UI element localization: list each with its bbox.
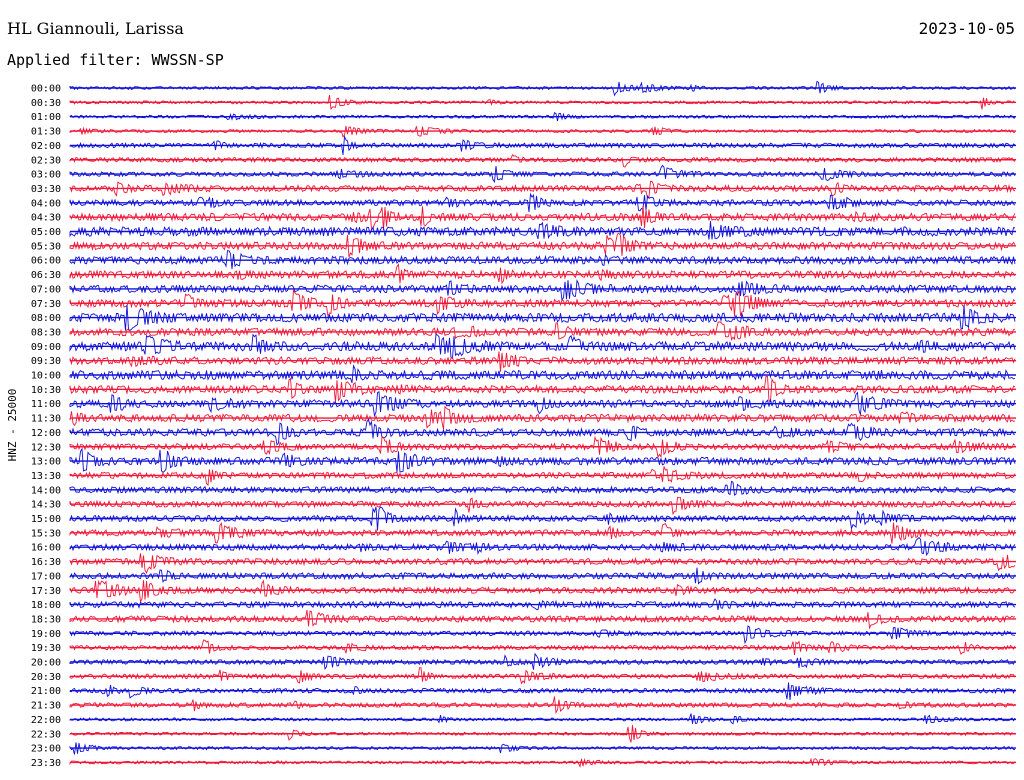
seismic-trace-row <box>69 232 1016 258</box>
seismic-trace-row <box>69 536 1016 557</box>
row-time-label: 02:00 <box>31 141 61 152</box>
row-time-label: 18:00 <box>31 600 61 611</box>
row-time-label: 09:30 <box>31 356 61 367</box>
row-time-label: 18:30 <box>31 614 61 625</box>
row-time-label: 01:30 <box>31 127 61 138</box>
seismic-trace-row <box>69 390 1016 418</box>
row-time-label: 23:30 <box>31 758 61 769</box>
seismic-trace-row <box>69 279 1016 302</box>
row-time-label: 04:00 <box>31 198 61 209</box>
seismic-trace-row <box>69 221 1016 240</box>
row-time-label: 03:00 <box>31 170 61 181</box>
seismic-trace-row <box>69 480 1016 496</box>
trace-group <box>69 80 1016 768</box>
row-time-label: 23:00 <box>31 744 61 755</box>
row-time-label: 20:30 <box>31 672 61 683</box>
row-time-label: 13:30 <box>31 471 61 482</box>
row-label-group: 00:00 00:30 01:00 01:30 02:00 02:30 03:00 03:30… <box>31 84 61 769</box>
row-time-label: 10:30 <box>31 385 61 396</box>
seismic-trace-row <box>69 192 1016 213</box>
seismic-trace-row <box>69 682 1016 700</box>
seismic-trace-row <box>69 553 1016 575</box>
seismic-trace-row <box>69 496 1016 516</box>
seismic-trace-row <box>69 696 1016 714</box>
row-time-label: 13:00 <box>31 457 61 468</box>
seismic-trace-row <box>69 351 1016 372</box>
seismic-trace-row <box>69 742 1016 755</box>
seismic-trace-row <box>69 333 1016 360</box>
row-time-label: 01:00 <box>31 112 61 123</box>
row-time-label: 17:00 <box>31 571 61 582</box>
row-time-label: 06:00 <box>31 256 61 267</box>
row-time-label: 12:30 <box>31 442 61 453</box>
row-time-label: 11:30 <box>31 414 61 425</box>
seismic-trace-row <box>69 154 1016 168</box>
seismic-trace-row <box>69 321 1016 342</box>
row-time-label: 08:30 <box>31 327 61 338</box>
row-time-label: 19:30 <box>31 643 61 654</box>
row-time-label: 15:30 <box>31 528 61 539</box>
row-time-label: 17:30 <box>31 586 61 597</box>
seismic-trace-row <box>69 667 1016 685</box>
seismic-trace-row <box>69 250 1016 270</box>
station-title: HL Giannouli, Larissa <box>7 19 184 38</box>
row-time-label: 14:30 <box>31 500 61 511</box>
row-time-label: 16:30 <box>31 557 61 568</box>
row-time-label: 22:30 <box>31 729 61 740</box>
row-time-label: 06:30 <box>31 270 61 281</box>
plot-date: 2023-10-05 <box>918 19 1015 38</box>
seismic-trace-row <box>69 506 1016 531</box>
row-time-label: 09:00 <box>31 342 61 353</box>
row-time-label: 19:00 <box>31 629 61 640</box>
row-time-label: 11:00 <box>31 399 61 410</box>
row-time-label: 05:30 <box>31 241 61 252</box>
row-time-label: 04:30 <box>31 213 61 224</box>
seismic-trace-row <box>69 625 1016 645</box>
row-time-label: 08:00 <box>31 313 61 324</box>
filter-label: Applied filter: WWSSN-SP <box>7 51 224 69</box>
row-time-label: 21:00 <box>31 686 61 697</box>
row-time-label: 10:00 <box>31 371 61 382</box>
row-time-label: 22:00 <box>31 715 61 726</box>
seismic-trace-row <box>69 418 1016 446</box>
seismic-trace-row <box>69 180 1016 199</box>
row-time-label: 00:00 <box>31 84 61 95</box>
seismic-trace-row <box>69 713 1016 725</box>
seismic-trace-row <box>69 164 1016 183</box>
seismic-trace-row <box>69 579 1016 604</box>
row-time-label: 21:30 <box>31 701 61 712</box>
row-time-label: 05:00 <box>31 227 61 238</box>
seismic-trace-row <box>69 205 1016 231</box>
row-time-label: 07:30 <box>31 299 61 310</box>
row-time-label: 14:00 <box>31 485 61 496</box>
row-time-label: 02:30 <box>31 155 61 166</box>
row-time-label: 07:00 <box>31 284 61 295</box>
row-time-label: 16:00 <box>31 543 61 554</box>
row-time-label: 20:00 <box>31 658 61 669</box>
seismic-trace-row <box>69 405 1016 430</box>
seismic-trace-row <box>69 263 1016 285</box>
seismic-trace-row <box>69 435 1016 459</box>
y-axis-label: HNZ - 25000 <box>6 389 19 462</box>
row-time-label: 12:00 <box>31 428 61 439</box>
row-time-label: 00:30 <box>31 98 61 109</box>
seismic-trace-row <box>69 466 1016 487</box>
seismic-trace-row <box>69 364 1016 384</box>
row-time-label: 03:30 <box>31 184 61 195</box>
row-time-label: 15:00 <box>31 514 61 525</box>
